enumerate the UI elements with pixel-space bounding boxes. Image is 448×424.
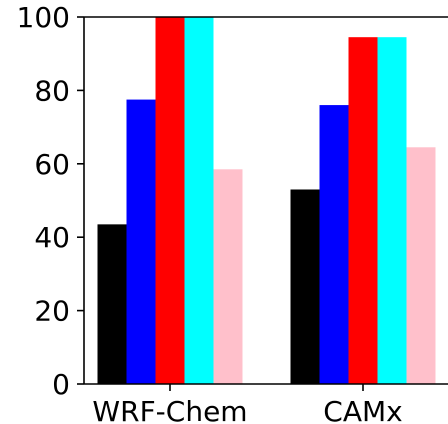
y-tick-label-80: 80 (34, 74, 70, 107)
bar-camx-2 (319, 105, 349, 384)
bar-wrf-chem-5 (213, 169, 243, 384)
bars-group (97, 17, 436, 385)
bar-camx-1 (290, 189, 320, 384)
y-tick-label-0: 0 (52, 368, 70, 401)
bar-wrf-chem-2 (126, 99, 156, 384)
y-tick-label-40: 40 (34, 221, 70, 254)
bar-camx-3 (348, 37, 378, 385)
ticks-group: 0 20 40 60 80 100 WRF-Chem CAMx (17, 1, 403, 424)
y-tick-label-60: 60 (34, 148, 70, 181)
y-tick-label-100: 100 (17, 1, 70, 34)
bar-wrf-chem-1 (97, 224, 127, 384)
y-tick-label-20: 20 (34, 295, 70, 328)
bar-camx-4 (377, 37, 407, 385)
bar-camx-5 (406, 147, 436, 384)
bar-wrf-chem-3 (155, 17, 185, 384)
x-tick-label-camx: CAMx (323, 395, 402, 424)
x-tick-label-wrf-chem: WRF-Chem (92, 395, 247, 424)
axes-group (83, 16, 448, 385)
bar-wrf-chem-4 (184, 17, 214, 384)
